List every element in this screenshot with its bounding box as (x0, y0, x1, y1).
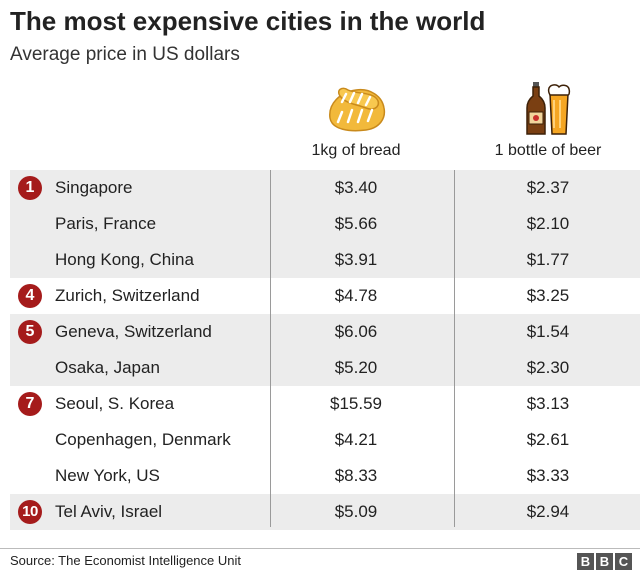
city-name: Paris, France (55, 214, 157, 233)
table-row: Copenhagen, Denmark $4.21 $2.61 (10, 422, 640, 458)
bread-price: $4.21 (334, 430, 378, 449)
city-name: Hong Kong, China (55, 250, 194, 269)
table-row: Osaka, Japan $5.20 $2.30 (10, 350, 640, 386)
logo-letter: B (596, 553, 613, 570)
table-row: 1 Singapore $3.40 $2.37 (10, 170, 640, 206)
city-name: Tel Aviv, Israel (55, 502, 163, 521)
beer-price: $2.61 (526, 430, 570, 449)
bread-price: $6.06 (334, 322, 378, 341)
city-name: Seoul, S. Korea (55, 394, 175, 413)
chart-title: The most expensive cities in the world (10, 6, 486, 36)
bread-price: $8.33 (334, 466, 378, 485)
rank-group-4: 4 Zurich, Switzerland $4.78 $3.25 (10, 278, 640, 314)
beer-price: $2.94 (526, 502, 570, 521)
rank-group-7: 7 Seoul, S. Korea $15.59 $3.13 Copenhage… (10, 386, 640, 494)
table-row: Paris, France $5.66 $2.10 (10, 206, 640, 242)
rank-badge: 1 (18, 176, 42, 200)
bbc-logo: B B C (577, 553, 632, 570)
price-table: 1 Singapore $3.40 $2.37 Paris, France $5… (10, 170, 640, 530)
bread-price: $15.59 (330, 394, 382, 413)
table-row: 4 Zurich, Switzerland $4.78 $3.25 (10, 278, 640, 314)
table-row: 10 Tel Aviv, Israel $5.09 $2.94 (10, 494, 640, 530)
source-note: Source: The Economist Intelligence Unit (10, 553, 241, 568)
beer-price: $2.10 (526, 214, 570, 233)
bread-price: $5.20 (334, 358, 378, 377)
bread-price: $3.40 (334, 178, 378, 197)
rank-badge: 10 (18, 500, 42, 524)
rank-badge: 4 (18, 284, 42, 308)
table-row: Hong Kong, China $3.91 $1.77 (10, 242, 640, 278)
city-name: Osaka, Japan (55, 358, 160, 377)
table-row: 7 Seoul, S. Korea $15.59 $3.13 (10, 386, 640, 422)
table-row: 5 Geneva, Switzerland $6.06 $1.54 (10, 314, 640, 350)
chart-subtitle: Average price in US dollars (10, 44, 240, 65)
beer-price: $3.33 (526, 466, 570, 485)
rank-group-5: 5 Geneva, Switzerland $6.06 $1.54 Osaka,… (10, 314, 640, 386)
beer-price: $3.13 (526, 394, 570, 413)
footer-divider (0, 548, 640, 549)
beer-price: $2.30 (526, 358, 570, 377)
bread-icon (329, 87, 386, 132)
bread-price: $4.78 (334, 286, 378, 305)
beer-price: $3.25 (526, 286, 570, 305)
rank-group-1: 1 Singapore $3.40 $2.37 Paris, France $5… (10, 170, 640, 278)
logo-letter: B (577, 553, 594, 570)
bread-price: $5.09 (334, 502, 378, 521)
bread-price: $5.66 (334, 214, 378, 233)
city-name: Copenhagen, Denmark (55, 430, 231, 449)
rank-badge: 7 (18, 392, 42, 416)
column-divider-beer (454, 170, 455, 527)
column-header-beer: 1 bottle of beer (494, 142, 602, 159)
logo-letter: C (615, 553, 632, 570)
city-name: Zurich, Switzerland (55, 286, 200, 305)
rank-badge: 5 (18, 320, 42, 344)
city-name: New York, US (55, 466, 160, 485)
column-divider-bread (270, 170, 271, 527)
beer-bottle-and-glass-icon (526, 82, 571, 135)
beer-price: $1.54 (526, 322, 570, 341)
rank-group-10: 10 Tel Aviv, Israel $5.09 $2.94 (10, 494, 640, 530)
beer-price: $1.77 (526, 250, 570, 269)
beer-price: $2.37 (526, 178, 570, 197)
column-header-bread: 1kg of bread (311, 142, 401, 159)
city-name: Singapore (55, 178, 133, 197)
bread-price: $3.91 (334, 250, 378, 269)
city-name: Geneva, Switzerland (55, 322, 212, 341)
table-row: New York, US $8.33 $3.33 (10, 458, 640, 494)
